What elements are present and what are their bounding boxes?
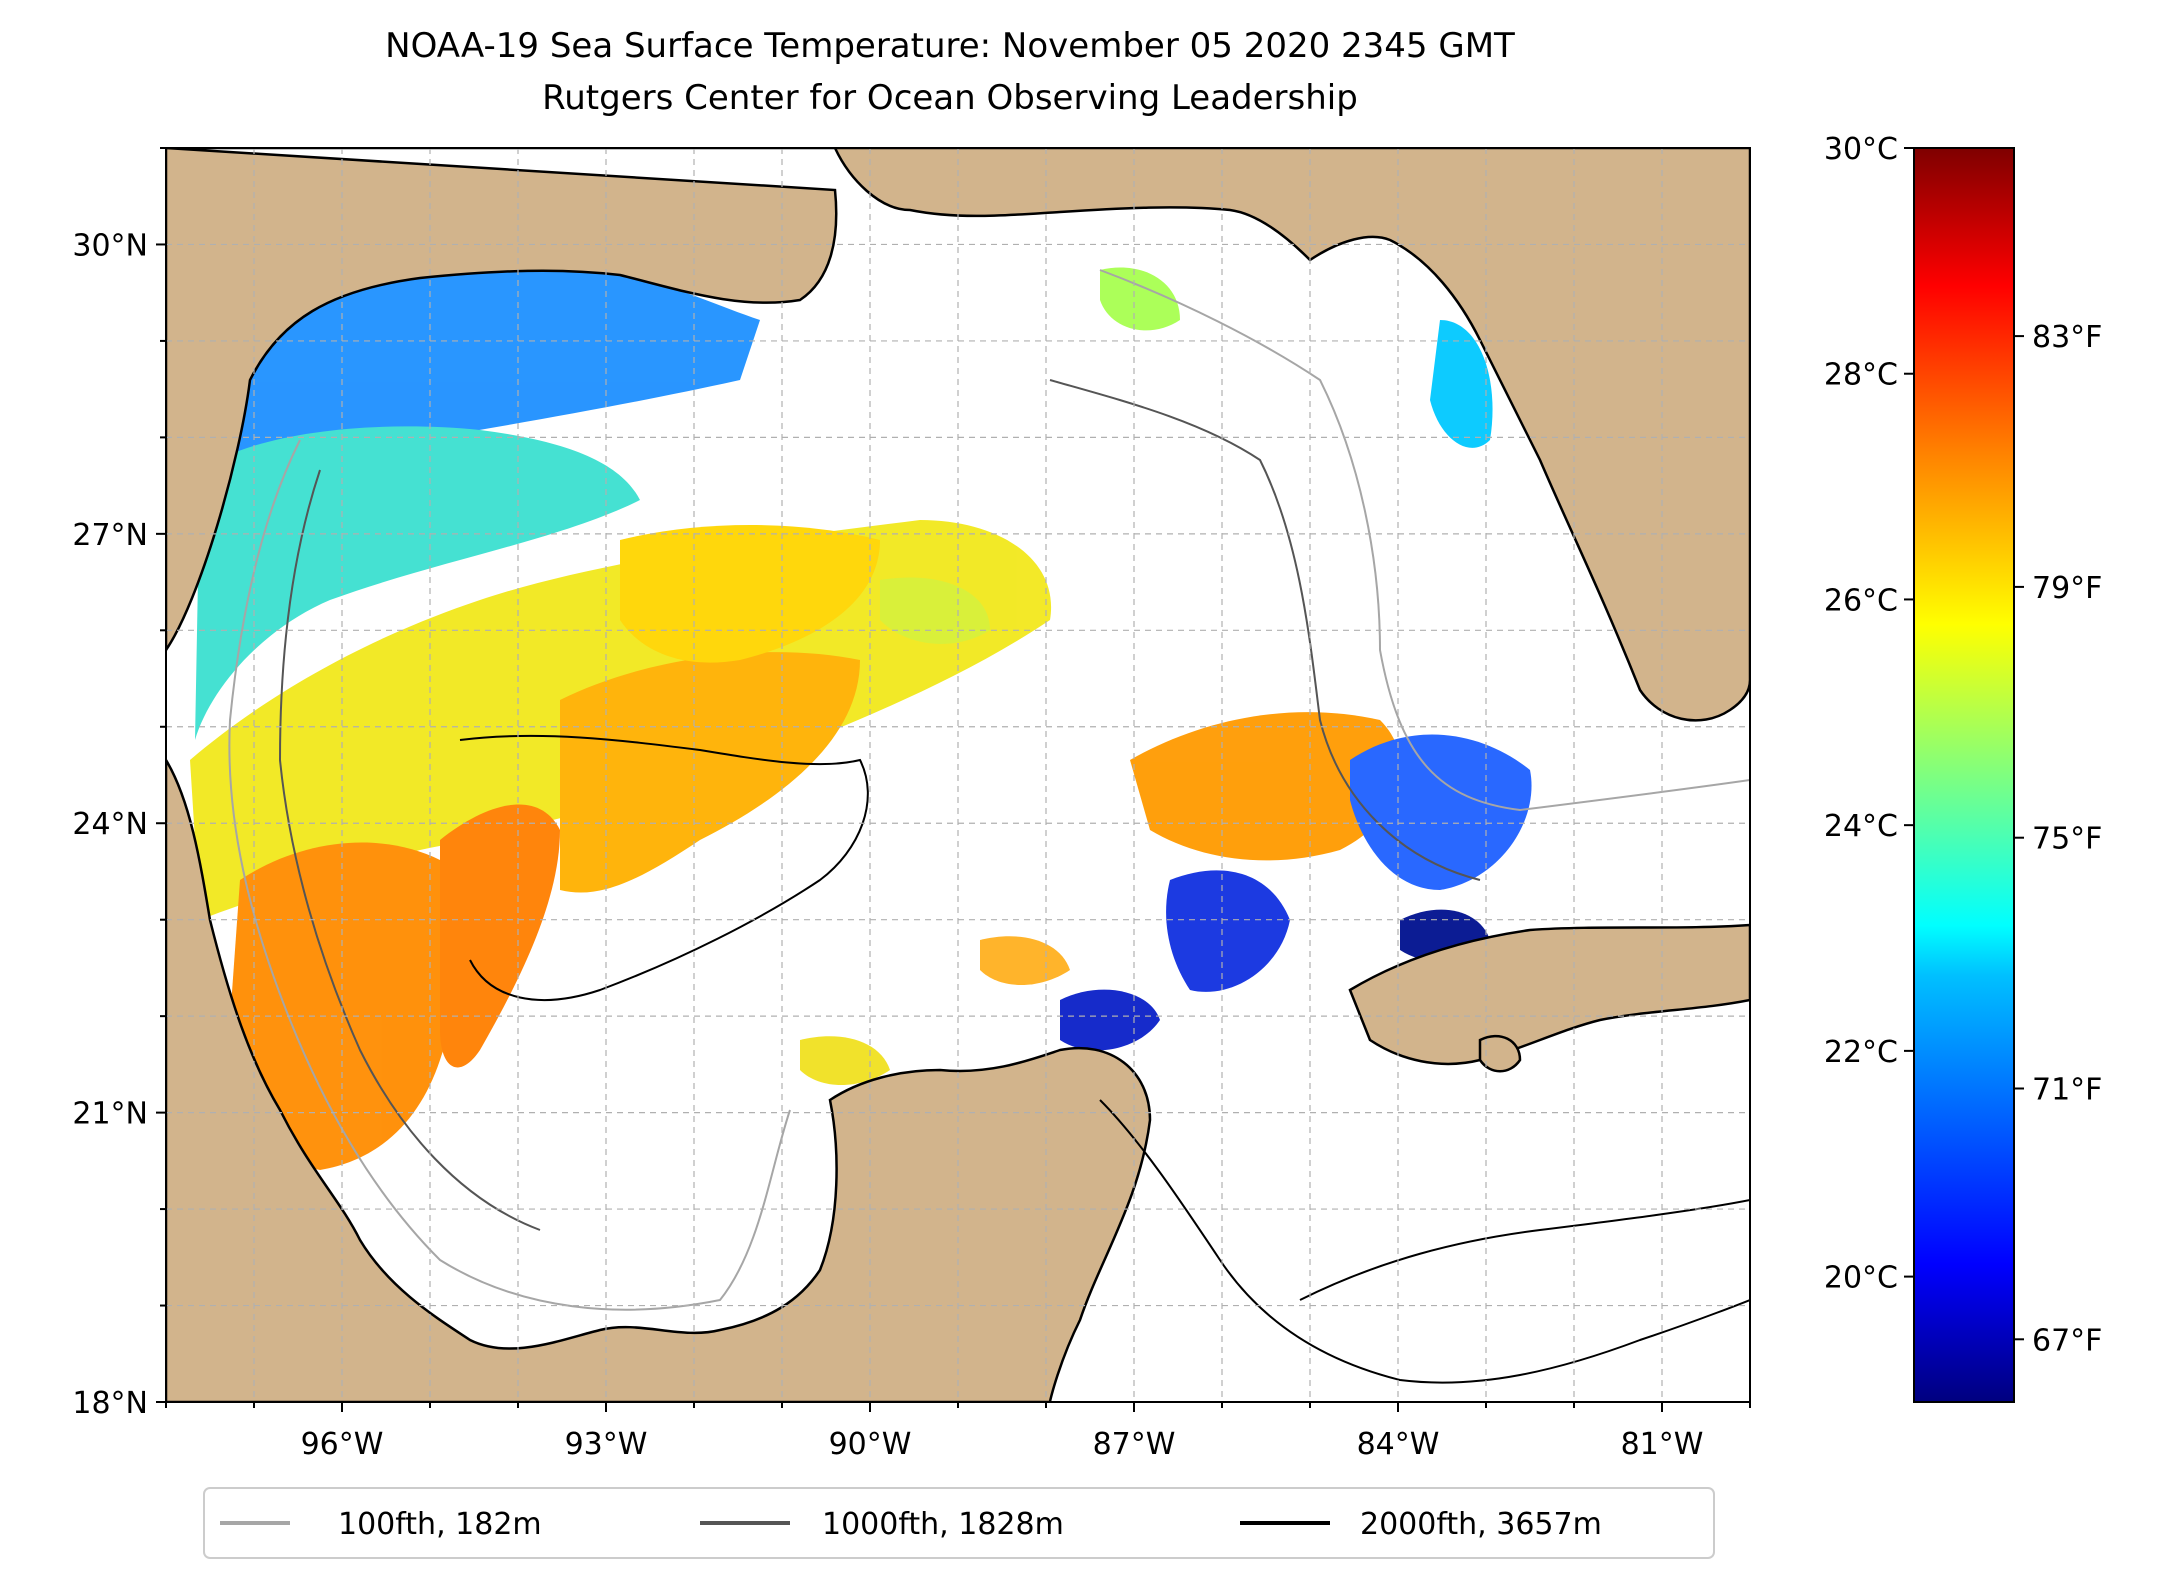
lon-ticks: 96°W 93°W 90°W 87°W 84°W 81°W [165,1402,1751,1462]
lon-tick-label: 84°W [1357,1427,1440,1462]
title-line-2: Rutgers Center for Ocean Observing Leade… [542,78,1358,118]
legend-box [203,1487,1715,1559]
colorbar-celsius-label: 28°C [1824,358,1898,393]
colorbar-fahrenheit-label: 83°F [2032,320,2102,355]
lat-tick-label: 21°N [72,1097,148,1132]
colorbar-fahrenheit-label: 67°F [2032,1323,2102,1358]
colorbar-celsius-label: 24°C [1824,809,1898,844]
colorbar-fahrenheit-label: 79°F [2032,571,2102,606]
colorbar-fahrenheit-label: 71°F [2032,1073,2102,1108]
legend-label-1000fth: 1000fth, 1828m [822,1507,1064,1542]
lon-tick-label: 93°W [565,1427,648,1462]
lat-tick-label: 18°N [72,1386,148,1421]
colorbar-celsius-label: 22°C [1824,1035,1898,1070]
title-line-1: NOAA-19 Sea Surface Temperature: Novembe… [385,26,1515,66]
lat-tick-label: 30°N [72,228,148,263]
lat-tick-label: 27°N [72,518,148,553]
lat-ticks: 30°N 27°N 24°N 21°N 18°N [72,147,166,1421]
legend-label-2000fth: 2000fth, 3657m [1360,1507,1602,1542]
gridlines [166,148,1750,1402]
lat-tick-label: 24°N [72,807,148,842]
colorbar: 30°C 28°C 26°C 24°C 22°C 20°C 83°F 79°F 75°F 71°… [1824,132,2102,1403]
legend: 100fth, 182m 1000fth, 1828m 2000fth, 365… [203,1487,1715,1559]
colorbar-celsius-label: 30°C [1824,132,1898,167]
colorbar-gradient [1913,147,2015,1403]
lon-tick-label: 87°W [1093,1427,1176,1462]
colorbar-fahrenheit-ticks: 83°F 79°F 75°F 71°F 67°F [2014,320,2102,1358]
colorbar-celsius-label: 20°C [1824,1261,1898,1296]
lon-tick-label: 96°W [301,1427,384,1462]
lon-tick-label: 81°W [1621,1427,1704,1462]
colorbar-celsius-ticks: 30°C 28°C 26°C 24°C 22°C 20°C [1824,132,1914,1296]
map-panel [166,148,1750,1402]
sst-field [190,178,1735,1170]
colorbar-fahrenheit-label: 75°F [2032,822,2102,857]
land [166,148,1750,1402]
legend-label-100fth: 100fth, 182m [338,1507,542,1542]
lon-tick-label: 90°W [829,1427,912,1462]
colorbar-celsius-label: 26°C [1824,583,1898,618]
